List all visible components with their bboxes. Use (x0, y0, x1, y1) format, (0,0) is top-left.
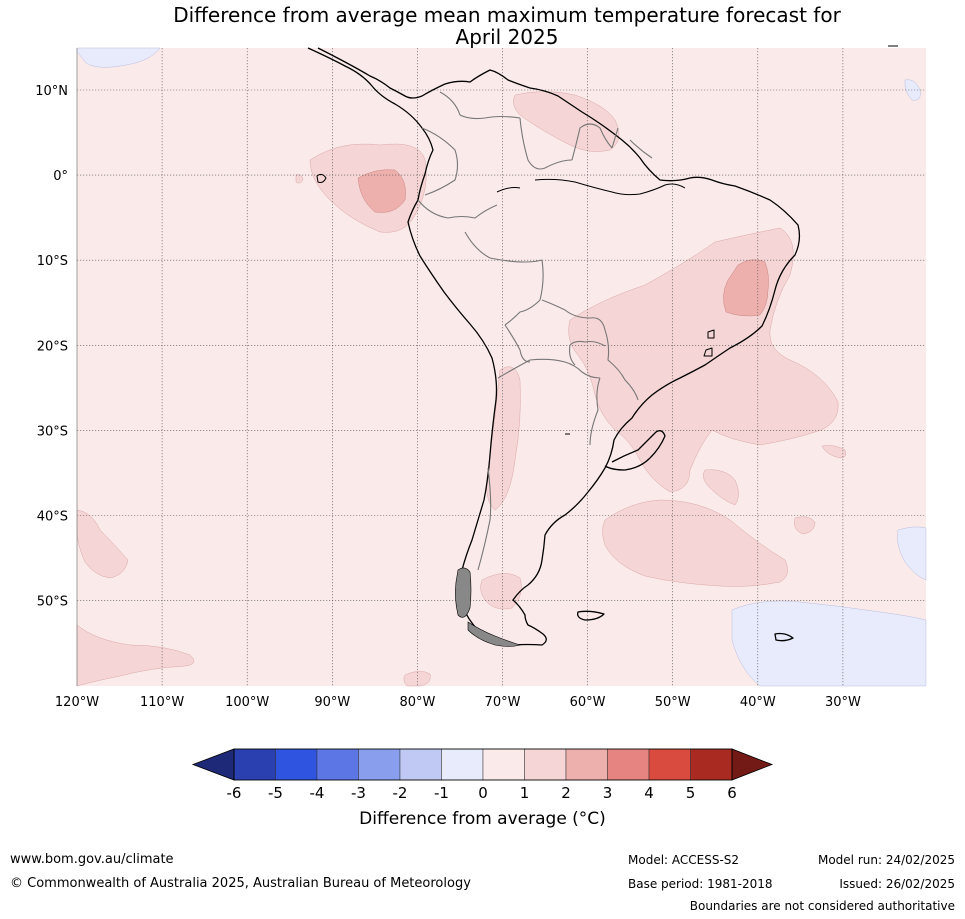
colorbar-tick-label: -3 (351, 784, 366, 802)
colorbar-tick-label: 4 (644, 784, 654, 802)
strong-warm-anomaly-regions (357, 169, 769, 317)
colorbar-tick-label: -1 (434, 784, 449, 802)
colorbar-segment (275, 748, 318, 781)
latitude-labels: 10°N 0° 10°S 20°S 30°S 40°S 50°S (35, 84, 68, 610)
latitude-label: 50°S (37, 595, 68, 610)
colorbar-segment (648, 748, 691, 781)
colorbar-tick-label: 5 (686, 784, 696, 802)
title-line-2: April 2025 (455, 25, 559, 49)
longitude-label: 30°W (825, 695, 861, 710)
longitude-label: 60°W (570, 695, 606, 710)
colorbar-tick-label: -2 (393, 784, 408, 802)
colorbar-tick-label: 6 (727, 784, 737, 802)
copyright-text: © Commonwealth of Australia 2025, Austra… (10, 876, 471, 891)
colorbar-segment (358, 748, 401, 781)
latitude-label: 10°N (35, 84, 68, 99)
cool-anomaly-regions (76, 47, 927, 687)
colorbar-segment (316, 748, 359, 781)
model-text: Model: ACCESS-S2 (628, 853, 740, 867)
colorbar-tick-label: 0 (478, 784, 488, 802)
colorbar: -6 -5 -4 -3 -2 -1 0 1 2 3 4 5 6 (191, 748, 774, 802)
latitude-label: 30°S (37, 424, 68, 439)
colorbar-tick-label: -4 (310, 784, 325, 802)
colorbar-tick-label: 1 (520, 784, 530, 802)
south-america-coastline (307, 45, 898, 646)
colorbar-tick-label: 3 (603, 784, 613, 802)
colorbar-segment (565, 748, 608, 781)
title-line-1: Difference from average mean maximum tem… (173, 3, 841, 27)
graticule (77, 48, 926, 686)
longitude-label: 100°W (225, 695, 269, 710)
issued-text: Issued: 26/02/2025 (839, 877, 955, 891)
latitude-label: 10°S (37, 254, 68, 269)
colorbar-segment (441, 748, 484, 781)
colorbar-outline (233, 748, 733, 781)
longitude-label: 120°W (55, 695, 99, 710)
longitude-label: 40°W (740, 695, 776, 710)
country-borders (417, 91, 653, 571)
longitude-label: 80°W (399, 695, 435, 710)
latitude-label: 20°S (37, 339, 68, 354)
colorbar-segment (399, 748, 442, 781)
website-link[interactable]: www.bom.gov.au/climate (10, 852, 174, 867)
longitude-label: 50°W (655, 695, 691, 710)
base-period-text: Base period: 1981-2018 (628, 877, 773, 891)
colorbar-segment (233, 748, 276, 781)
colorbar-tick-label: -6 (227, 784, 242, 802)
colorbar-segment (524, 748, 567, 781)
disclaimer-text: Boundaries are not considered authoritat… (689, 899, 955, 913)
longitude-labels: 120°W 110°W 100°W 90°W 80°W 70°W 60°W 50°W 40°W 3… (55, 695, 861, 710)
longitude-label: 110°W (140, 695, 184, 710)
model-run-text: Model run: 24/02/2025 (817, 853, 955, 867)
patagonia-islands (455, 567, 522, 647)
colorbar-tick-label: -5 (268, 784, 283, 802)
colorbar-high-extension (731, 748, 774, 781)
longitude-label: 90°W (314, 695, 350, 710)
longitude-label: 70°W (485, 695, 521, 710)
map-title: Difference from average mean maximum tem… (70, 4, 944, 48)
colorbar-segment (482, 748, 525, 781)
colorbar-low-extension (191, 748, 235, 781)
colorbar-segment (690, 748, 733, 781)
colorbar-tick-label: 2 (561, 784, 571, 802)
latitude-label: 0° (53, 169, 68, 184)
colorbar-segment (607, 748, 650, 781)
colorbar-title: Difference from average (°C) (359, 809, 606, 829)
latitude-label: 40°S (37, 510, 68, 525)
